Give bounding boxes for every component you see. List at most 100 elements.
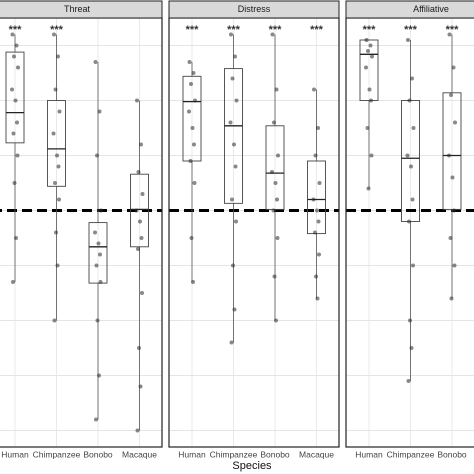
data-point — [191, 280, 195, 284]
data-point — [10, 32, 15, 37]
data-point — [15, 120, 19, 125]
x-tick-label: Bonobo — [437, 449, 467, 459]
significance-label: *** — [186, 24, 200, 36]
data-point — [52, 32, 56, 37]
data-point — [410, 76, 414, 81]
data-point — [138, 219, 142, 224]
data-point — [276, 153, 280, 158]
data-point — [447, 32, 452, 37]
significance-label: *** — [404, 24, 418, 36]
data-point — [228, 120, 233, 125]
data-point — [140, 192, 145, 196]
data-point — [272, 120, 276, 125]
data-point — [273, 181, 278, 185]
data-point — [93, 230, 97, 235]
data-point — [134, 208, 139, 213]
data-point — [14, 236, 18, 240]
data-point — [97, 373, 101, 378]
data-point — [10, 87, 14, 92]
data-point — [94, 417, 98, 422]
significance-label: *** — [269, 24, 283, 36]
data-point — [233, 164, 238, 169]
data-point — [187, 109, 191, 114]
data-point — [189, 82, 193, 86]
data-point — [98, 280, 103, 284]
data-point — [410, 197, 415, 202]
data-point — [407, 219, 411, 224]
data-point — [313, 230, 317, 235]
data-point — [275, 236, 280, 240]
significance-label: *** — [50, 24, 64, 36]
data-point — [411, 126, 416, 130]
data-point — [140, 291, 144, 295]
data-point — [451, 65, 456, 70]
data-point — [364, 38, 369, 42]
data-point — [311, 197, 316, 202]
data-point — [407, 98, 412, 103]
panel-title: Affiliative — [413, 4, 449, 14]
data-point — [11, 131, 16, 136]
data-point — [411, 263, 415, 268]
data-point — [98, 252, 102, 257]
x-tick-label: Chimpanzee — [33, 449, 81, 459]
data-point — [409, 346, 414, 350]
data-point — [52, 318, 57, 323]
data-point — [453, 120, 457, 125]
data-point — [136, 247, 140, 251]
data-point — [313, 153, 318, 158]
box — [224, 68, 243, 204]
data-point — [139, 236, 144, 240]
data-point — [233, 54, 237, 59]
strip — [168, 0, 340, 19]
significance-label: *** — [227, 24, 241, 36]
data-point — [229, 32, 233, 37]
data-point — [450, 175, 455, 180]
data-point — [406, 38, 410, 42]
x-tick-label: Bonobo — [83, 449, 113, 459]
data-point — [191, 71, 196, 75]
data-point — [448, 236, 453, 240]
data-point — [187, 60, 192, 64]
data-point — [53, 181, 57, 185]
data-point — [57, 197, 61, 202]
data-point — [51, 131, 56, 136]
data-point — [312, 87, 316, 92]
data-point — [139, 142, 143, 147]
data-point — [316, 219, 321, 224]
data-point — [230, 76, 235, 81]
strip — [0, 0, 163, 19]
data-point — [314, 274, 318, 279]
data-point — [55, 153, 59, 158]
box — [47, 100, 66, 187]
data-point — [190, 126, 195, 130]
data-point — [272, 274, 277, 279]
data-point — [14, 43, 19, 48]
significance-label: *** — [363, 24, 377, 36]
x-tick-label: Human — [1, 449, 29, 459]
x-tick-label: Bonobo — [260, 449, 290, 459]
data-point — [12, 181, 17, 185]
data-point — [231, 263, 235, 268]
data-point — [189, 236, 194, 240]
data-point — [57, 109, 62, 114]
data-point — [270, 32, 275, 37]
data-point — [452, 263, 457, 268]
data-point — [270, 170, 274, 174]
data-point — [452, 208, 456, 213]
data-point — [15, 153, 20, 158]
data-point — [97, 109, 102, 114]
data-point — [96, 241, 101, 246]
significance-label: *** — [446, 24, 460, 36]
panel-border — [345, 17, 474, 448]
significance-label: *** — [310, 24, 324, 36]
x-axis-title: Species — [232, 460, 272, 472]
data-point — [369, 153, 374, 158]
data-point — [93, 60, 98, 64]
data-point — [275, 197, 279, 202]
data-point — [315, 296, 320, 301]
data-point — [12, 54, 16, 59]
x-tick-label: Chimpanzee — [387, 449, 435, 459]
data-point — [54, 230, 58, 235]
data-point — [234, 98, 239, 103]
